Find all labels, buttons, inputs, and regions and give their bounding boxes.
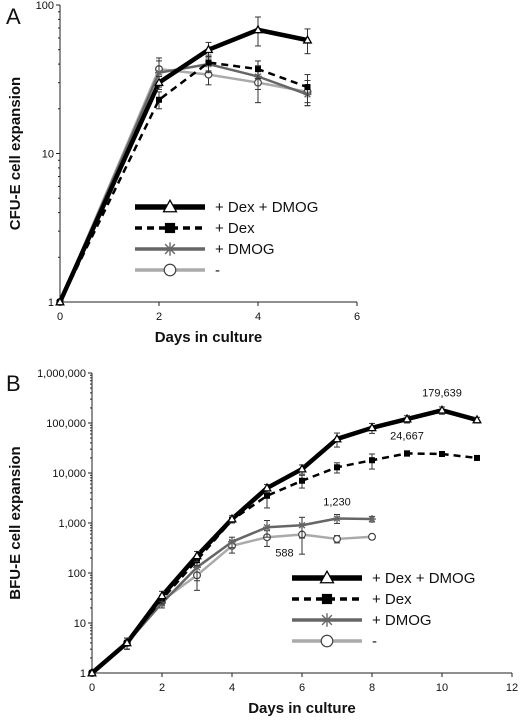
x-tick-label: 12 (506, 682, 518, 694)
y-tick-label: 100,000 (46, 418, 86, 430)
x-tick-label: 6 (299, 682, 305, 694)
data-point (157, 590, 167, 600)
x-tick-label: 2 (156, 311, 162, 323)
data-point (55, 296, 65, 306)
panel-letter: A (6, 4, 21, 29)
data-point (255, 66, 261, 73)
legend-marker (163, 242, 177, 256)
legend-marker (319, 569, 335, 584)
data-point (299, 477, 305, 484)
series-line (91, 452, 478, 674)
data-point (367, 422, 377, 432)
series-line (58, 67, 308, 303)
y-tick-label: 1,000,000 (37, 368, 86, 380)
series-line (90, 408, 478, 675)
x-tick-label: 4 (255, 311, 261, 323)
y-tick-label: 10 (42, 149, 54, 161)
legend-label: + Dex + DMOG (215, 199, 318, 216)
data-point (439, 450, 445, 457)
legend: + Dex + DMOG + Dex + DMOG - (135, 198, 318, 279)
legend-marker (164, 222, 176, 234)
series-triangle (55, 16, 313, 306)
data-label: 1,230 (323, 497, 351, 509)
data-point (298, 521, 306, 530)
data-point (369, 457, 375, 464)
y-tick-label: 10 (74, 618, 86, 630)
legend-marker (163, 263, 177, 277)
data-point (154, 77, 164, 87)
legend-marker (320, 613, 334, 627)
data-point (264, 492, 270, 499)
x-axis-title: Days in culture (248, 700, 356, 717)
data-point (263, 523, 271, 532)
data-point (192, 550, 202, 560)
legend-label: + Dex (372, 591, 412, 608)
data-point (368, 532, 377, 541)
data-point (155, 68, 163, 77)
data-point (87, 667, 97, 677)
x-tick-label: 0 (57, 311, 63, 323)
legend-label: + DMOG (215, 241, 275, 258)
data-point (262, 482, 272, 492)
y-tick-label: 1 (80, 668, 86, 680)
legend-label: + Dex + DMOG (372, 570, 475, 587)
x-tick-label: 10 (436, 682, 448, 694)
series-line (58, 62, 308, 303)
data-point (228, 537, 236, 546)
data-label: 588 (275, 548, 293, 560)
x-tick-label: 6 (354, 311, 360, 323)
y-tick-label: 10,000 (52, 468, 86, 480)
data-point (122, 637, 132, 647)
series-square (89, 450, 480, 676)
x-tick-label: 4 (229, 682, 235, 694)
panel-letter: B (6, 371, 21, 396)
chart-panel-a: A 1 10 100 0 2 4 6 Days in culture CFU-E cell exp… (6, 0, 360, 346)
y-tick-label: 1 (48, 297, 54, 309)
chart-panel-b: B 1 10 100 1,000 10,000 100,000 1,000,000 0 2 4 6 8 1… (6, 368, 518, 717)
legend-marker (320, 634, 334, 648)
data-point (332, 433, 342, 443)
series-line (58, 61, 308, 303)
data-point (368, 515, 376, 524)
legend-label: - (215, 262, 220, 279)
data-point (333, 514, 341, 523)
legend: + Dex + DMOG + Dex + DMOG - (292, 569, 475, 650)
legend-marker (321, 593, 333, 605)
data-point (334, 464, 340, 471)
data-point (156, 96, 162, 103)
data-point (253, 24, 263, 34)
x-tick-label: 2 (159, 682, 165, 694)
y-axis-title: CFU-E cell expansion (7, 77, 24, 230)
data-label: 24,667 (390, 430, 424, 442)
y-tick-label: 1,000 (58, 518, 86, 530)
x-tick-label: 0 (89, 682, 95, 694)
data-point (203, 44, 214, 54)
data-point (472, 414, 482, 424)
data-point (297, 463, 307, 473)
data-point (205, 59, 212, 66)
series-square (57, 54, 311, 305)
x-axis-title: Days in culture (155, 329, 263, 346)
data-point (402, 413, 412, 423)
legend-marker (162, 198, 178, 213)
x-tick-label: 8 (369, 682, 375, 694)
data-point (304, 84, 311, 91)
data-label: 179,639 (422, 387, 462, 399)
data-point (404, 450, 410, 457)
data-point (474, 454, 480, 461)
legend-label: + DMOG (372, 612, 432, 629)
legend-label: - (372, 633, 377, 650)
y-tick-label: 100 (68, 568, 86, 580)
series-triangle (87, 404, 482, 677)
legend-label: + Dex (215, 220, 255, 237)
data-point (333, 534, 342, 543)
data-point (193, 563, 201, 572)
data-point (437, 404, 447, 414)
data-point (302, 34, 313, 44)
y-axis-title: BFU-E cell expansion (7, 446, 24, 599)
data-point (227, 513, 237, 523)
y-tick-label: 100 (36, 0, 54, 12)
